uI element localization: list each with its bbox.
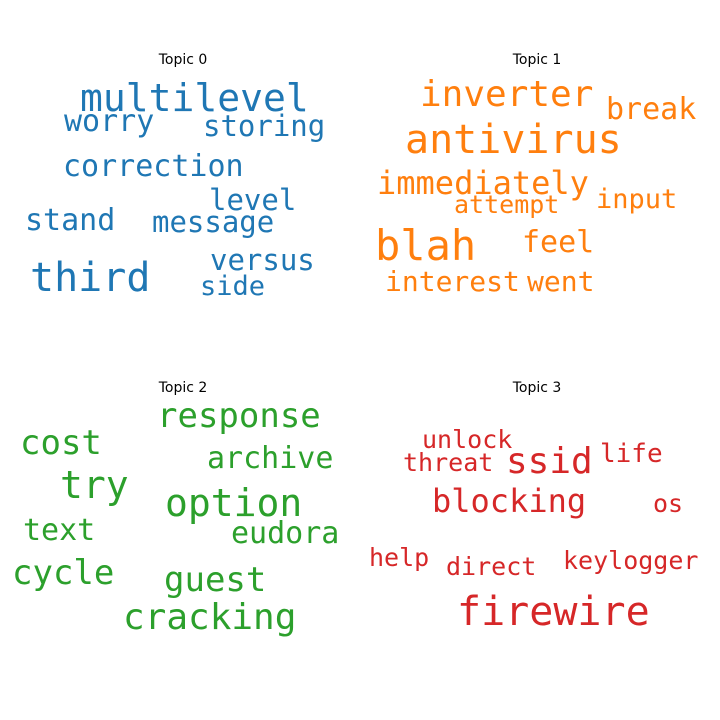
word: text bbox=[23, 513, 96, 548]
word: worry bbox=[64, 104, 155, 139]
topic-3-panel: Topic 3 unlock threat ssid life blocking… bbox=[360, 360, 720, 720]
word: ssid bbox=[506, 441, 593, 482]
topic-1-title: Topic 1 bbox=[512, 52, 562, 68]
word: keylogger bbox=[563, 546, 699, 575]
word: antivirus bbox=[405, 117, 622, 163]
word: stand bbox=[25, 203, 116, 238]
word: guest bbox=[164, 560, 267, 600]
word: threat bbox=[403, 448, 494, 477]
word: input bbox=[596, 184, 678, 215]
word: blocking bbox=[432, 482, 587, 520]
word: unlock bbox=[422, 425, 513, 454]
word: correction bbox=[63, 149, 244, 184]
word: side bbox=[200, 271, 266, 302]
word: direct bbox=[446, 552, 537, 581]
word: inverter bbox=[420, 74, 594, 115]
topic-0-title: Topic 0 bbox=[158, 52, 208, 68]
word: help bbox=[369, 543, 430, 572]
word: went bbox=[527, 265, 595, 298]
word: firewire bbox=[457, 589, 650, 635]
word: cost bbox=[20, 423, 102, 463]
word: cracking bbox=[123, 597, 297, 638]
word: message bbox=[152, 205, 275, 239]
word: life bbox=[600, 439, 663, 469]
word: versus bbox=[210, 243, 315, 277]
topic-2-panel: Topic 2 response cost archive try option… bbox=[0, 360, 360, 720]
word: try bbox=[60, 463, 129, 507]
word: archive bbox=[207, 441, 334, 476]
topic-2-title: Topic 2 bbox=[158, 380, 208, 396]
word: third bbox=[30, 255, 151, 301]
topic-1-panel: Topic 1 inverter break antivirus immedia… bbox=[360, 0, 720, 360]
word: interest bbox=[385, 265, 520, 298]
word: os bbox=[653, 489, 684, 518]
word: blah bbox=[375, 221, 477, 270]
word: response bbox=[157, 396, 321, 436]
word: level bbox=[209, 183, 297, 217]
word: immediately bbox=[377, 164, 589, 202]
word: multilevel bbox=[80, 76, 309, 120]
topic-3-title: Topic 3 bbox=[512, 380, 562, 396]
word: cycle bbox=[12, 553, 115, 593]
word: attempt bbox=[454, 190, 560, 219]
word: feel bbox=[522, 225, 595, 260]
word: break bbox=[606, 92, 697, 127]
topic-0-panel: Topic 0 multilevel worry storing correct… bbox=[0, 0, 360, 360]
word: eudora bbox=[231, 516, 340, 551]
word: option bbox=[165, 481, 303, 525]
word: storing bbox=[203, 109, 326, 143]
